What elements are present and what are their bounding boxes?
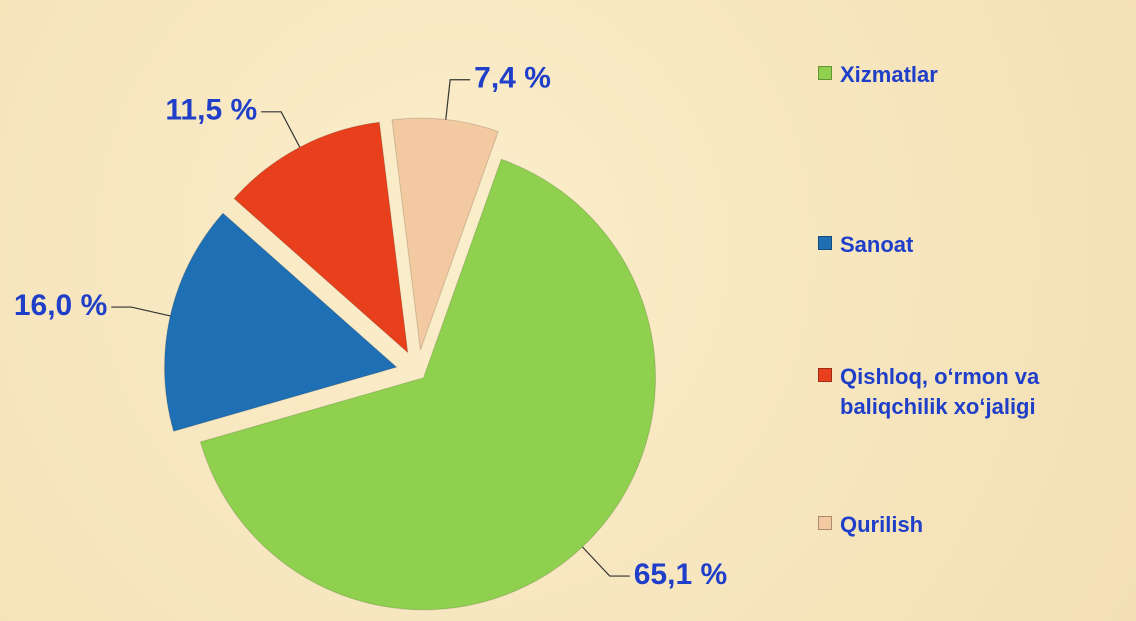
legend-swatch xyxy=(818,236,832,250)
legend-item: Qishloq, o‘rmon va baliqchilik xo‘jaligi xyxy=(818,362,1136,422)
chart: 65,1 % 16,0 % 11,5 % 7,4 % xyxy=(14,62,727,611)
leader-line xyxy=(111,306,171,317)
legend: Xizmatlar Sanoat Qishloq, o‘rmon va baliqc… xyxy=(818,0,1136,621)
legend-item: Sanoat xyxy=(818,230,1136,260)
data-label: 7,4 % xyxy=(474,62,551,95)
legend-label: Sanoat xyxy=(840,232,914,257)
pie-slice xyxy=(391,117,499,351)
legend-label: Qishloq, o‘rmon va baliqchilik xo‘jaligi xyxy=(840,364,1040,419)
legend-swatch xyxy=(818,516,832,530)
legend-label: Xizmatlar xyxy=(840,62,938,87)
legend-item: Qurilish xyxy=(818,510,1136,540)
leader-line xyxy=(445,79,471,120)
pie-slice xyxy=(199,158,656,611)
data-label: 16,0 % xyxy=(14,289,107,322)
data-label: 65,1 % xyxy=(634,558,727,591)
data-label: 11,5 % xyxy=(165,94,257,127)
legend-label: Qurilish xyxy=(840,512,924,537)
pie-slice xyxy=(233,121,409,354)
leader-line xyxy=(261,111,301,148)
legend-item: Xizmatlar xyxy=(818,60,1136,90)
legend-swatch xyxy=(818,368,832,382)
leader-line xyxy=(581,546,630,577)
legend-swatch xyxy=(818,66,832,80)
pie-slice xyxy=(164,212,398,432)
